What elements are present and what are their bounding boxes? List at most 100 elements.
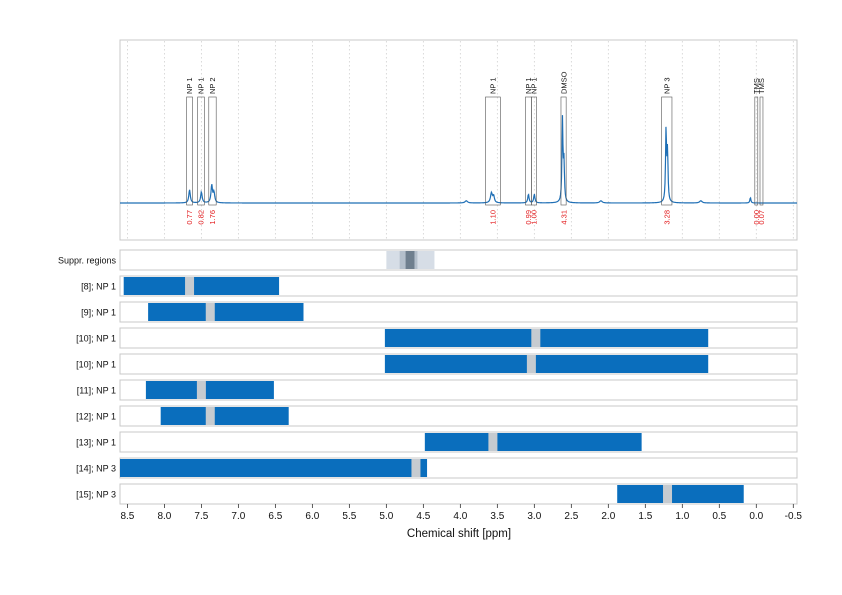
x-tick-label: 1.5 bbox=[638, 511, 652, 522]
assignment-row: [10]; NP 1 bbox=[76, 327, 798, 349]
x-tick-label: 5.5 bbox=[342, 511, 356, 522]
annotation-box bbox=[485, 96, 501, 206]
spectrum-panel: NP 1 0.77 NP 1 0.82 NP 2 1.76 NP 1 1.10 NP 1 0.99… bbox=[119, 39, 798, 241]
assignment-row: [10]; NP 1 bbox=[76, 353, 798, 375]
x-tick-label: 2.0 bbox=[601, 511, 615, 522]
row-frame bbox=[119, 405, 798, 427]
integral-value: 0.99 bbox=[524, 210, 533, 225]
assignment-row: [15]; NP 3 bbox=[76, 483, 798, 505]
x-tick-label: 0.0 bbox=[749, 511, 763, 522]
peak-annotation: NP 2 1.76 bbox=[208, 77, 217, 224]
x-tick-label: 4.5 bbox=[416, 511, 430, 522]
x-tick-label: 7.0 bbox=[231, 511, 245, 522]
assignment-row: [9]; NP 1 bbox=[81, 301, 798, 323]
x-tick-label: 8.0 bbox=[157, 511, 171, 522]
annotation-label: NP 3 bbox=[662, 77, 671, 94]
x-axis-label: Chemical shift [ppm] bbox=[407, 528, 511, 540]
suppression-row: Suppr. regions bbox=[58, 249, 798, 271]
integral-value: 1.10 bbox=[489, 210, 498, 225]
row-bar bbox=[384, 329, 709, 347]
peak-annotation: NP 1 1.00 bbox=[530, 77, 539, 224]
assignment-row: [12]; NP 1 bbox=[76, 405, 798, 427]
row-frame bbox=[119, 275, 798, 297]
x-tick-label: 3.0 bbox=[527, 511, 541, 522]
row-bar bbox=[148, 303, 304, 321]
x-tick-label: 7.5 bbox=[194, 511, 208, 522]
assignment-row: [14]; NP 3 bbox=[76, 457, 798, 479]
x-tick-label: 5.0 bbox=[379, 511, 393, 522]
annotation-box bbox=[208, 96, 217, 206]
x-tick-label: 6.0 bbox=[305, 511, 319, 522]
x-tick-label: -0.5 bbox=[785, 511, 803, 522]
suppr-core bbox=[405, 251, 415, 269]
x-tick-label: 3.5 bbox=[490, 511, 504, 522]
annotation-label: TMS bbox=[752, 78, 761, 94]
annotation-label: TMS bbox=[757, 78, 766, 94]
row-label: [12]; NP 1 bbox=[76, 412, 116, 422]
row-marker bbox=[526, 355, 536, 373]
row-label: [11]; NP 1 bbox=[77, 386, 116, 396]
annotation-label: NP 1 bbox=[197, 77, 206, 94]
assignment-rows: [8]; NP 1 [9]; NP 1 [10]; NP 1 [10]; NP 1 [1… bbox=[76, 275, 798, 505]
assignment-row: [8]; NP 1 bbox=[81, 275, 798, 297]
row-bar bbox=[384, 355, 709, 373]
assignment-row: [13]; NP 1 bbox=[76, 431, 798, 453]
row-frame bbox=[119, 379, 798, 401]
row-bar bbox=[617, 485, 744, 503]
annotation-box bbox=[186, 96, 193, 206]
row-label: [13]; NP 1 bbox=[76, 438, 116, 448]
x-tick-label: 6.5 bbox=[268, 511, 282, 522]
annotation-label: DMSO bbox=[559, 71, 568, 94]
row-bar bbox=[160, 407, 289, 425]
annotation-label: NP 1 bbox=[530, 77, 539, 94]
x-tick-label: 2.5 bbox=[564, 511, 578, 522]
annotation-box bbox=[754, 96, 759, 206]
row-bar bbox=[120, 459, 428, 477]
integral-value: 4.31 bbox=[559, 210, 568, 225]
peak-annotation: DMSO 4.31 bbox=[559, 71, 568, 224]
peak-annotation: NP 3 3.28 bbox=[661, 77, 673, 225]
x-axis: 8.5 8.0 7.5 7.0 6.5 6.0 5.5 5.0 4.5 4.0 3.5 3.0 2.5 2… bbox=[120, 504, 802, 522]
suppr-label: Suppr. regions bbox=[58, 256, 117, 266]
integral-value: 3.28 bbox=[662, 210, 671, 225]
row-marker bbox=[488, 433, 498, 451]
row-bar bbox=[145, 381, 274, 399]
row-marker bbox=[185, 277, 195, 295]
peak-annotation: NP 1 1.10 bbox=[485, 77, 501, 225]
x-tick-label: 1.0 bbox=[675, 511, 689, 522]
row-marker bbox=[205, 407, 215, 425]
peak-annotation: TMS 0.07 bbox=[757, 78, 766, 224]
row-marker bbox=[411, 459, 421, 477]
x-tick-label: 0.5 bbox=[712, 511, 726, 522]
annotation-box bbox=[531, 96, 537, 206]
annotation-label: NP 1 bbox=[524, 77, 533, 94]
row-label: [9]; NP 1 bbox=[81, 308, 116, 318]
integral-value: 0.82 bbox=[197, 210, 206, 225]
annotation-label: NP 1 bbox=[489, 77, 498, 94]
row-marker bbox=[196, 381, 206, 399]
peak-annotation: TMS 0.00 bbox=[752, 78, 761, 224]
annotation-box bbox=[560, 96, 567, 206]
row-marker bbox=[663, 485, 673, 503]
peak-annotation: NP 1 0.82 bbox=[197, 77, 206, 224]
spectrum-line bbox=[120, 115, 797, 204]
assignment-row: [11]; NP 1 bbox=[77, 379, 798, 401]
integral-value: 0.77 bbox=[185, 210, 194, 225]
row-label: [10]; NP 1 bbox=[76, 360, 116, 370]
row-label: [14]; NP 3 bbox=[76, 464, 116, 474]
integral-value: 1.00 bbox=[530, 210, 539, 225]
annotation-label: NP 1 bbox=[185, 77, 194, 94]
row-bar bbox=[424, 433, 642, 451]
annotation-box bbox=[661, 96, 673, 206]
row-label: [15]; NP 3 bbox=[76, 490, 116, 500]
row-label: [10]; NP 1 bbox=[76, 334, 116, 344]
row-label: [8]; NP 1 bbox=[81, 282, 116, 292]
integral-value: 0.00 bbox=[752, 210, 761, 225]
annotation-box bbox=[197, 96, 205, 206]
integral-value: 1.76 bbox=[208, 210, 217, 225]
annotation-label: NP 2 bbox=[208, 77, 217, 94]
peak-annotation: NP 1 0.77 bbox=[185, 77, 194, 224]
spectrum-frame bbox=[119, 39, 798, 241]
suppr-frame bbox=[119, 249, 798, 271]
